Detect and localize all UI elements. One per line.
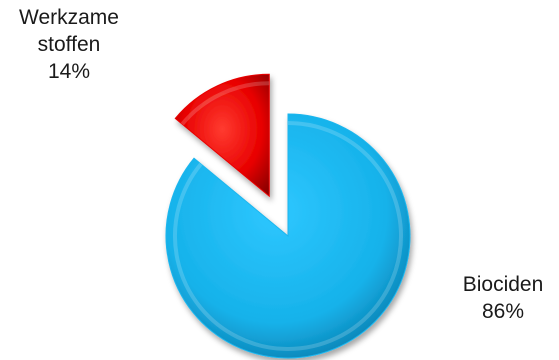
slice-label-werkzame-line-2: stoffen <box>37 33 101 56</box>
pie-slice-werkzame-stoffen <box>174 73 270 198</box>
pie-slice-biociden <box>165 113 411 359</box>
slice-label-werkzame-stoffen: Werkzame stoffen 14% <box>2 4 136 85</box>
pie-slice-bevel-werkzame-stoffen <box>180 81 270 126</box>
slice-label-biociden: Biociden 86% <box>447 271 559 325</box>
pie-slice-bevel-biociden <box>173 121 403 351</box>
slice-label-biociden-line-1: Biociden <box>462 273 544 296</box>
slice-label-werkzame-line-1: Werkzame <box>19 6 119 29</box>
slice-percent-biociden: 86% <box>481 300 525 323</box>
slice-percent-werkzame: 14% <box>47 60 91 83</box>
